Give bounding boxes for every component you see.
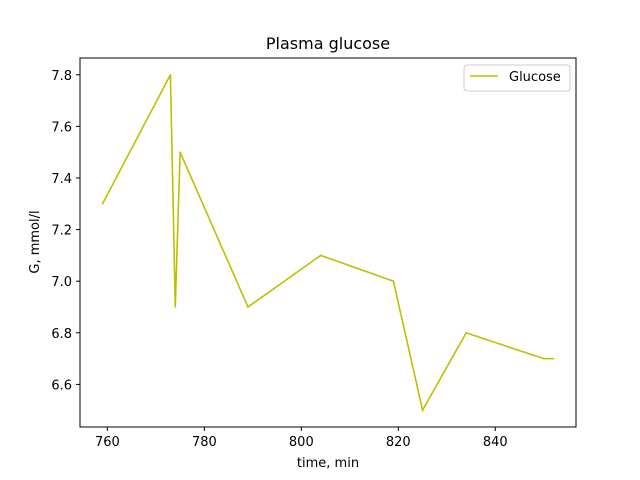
chart-title: Plasma glucose (266, 34, 390, 53)
y-tick-label: 7.6 (51, 120, 72, 135)
y-axis-label: G, mmol/l (28, 210, 43, 273)
data-point (392, 280, 395, 283)
legend: Glucose (463, 64, 571, 92)
data-point (174, 306, 177, 308)
x-tick-label: 780 (192, 435, 217, 450)
data-point (542, 357, 545, 360)
data-point (179, 151, 181, 153)
x-axis-label: time, min (297, 456, 359, 471)
x-axis-ticks: 760 780 800 820 840 (95, 427, 508, 450)
x-tick-label: 820 (386, 435, 411, 450)
axes-frame (79, 57, 577, 428)
data-point (465, 332, 467, 334)
y-tick-label: 7.2 (51, 224, 72, 239)
data-point (247, 306, 249, 308)
y-tick-label: 7.8 (51, 69, 72, 84)
legend-box (463, 64, 571, 92)
y-tick-label: 7.4 (51, 172, 72, 187)
data-point (421, 409, 424, 412)
data-point (101, 202, 104, 205)
y-tick-label: 7.0 (51, 275, 72, 290)
y-tick-label: 6.8 (51, 327, 72, 342)
data-point (319, 254, 322, 257)
y-axis-ticks: 6.6 6.8 7.0 7.2 7.4 7.6 7.8 (51, 69, 80, 393)
x-tick-label: 840 (483, 435, 508, 450)
x-tick-label: 800 (289, 435, 314, 450)
data-point (169, 73, 172, 76)
series-layer (101, 73, 555, 413)
x-tick-label: 760 (95, 435, 120, 450)
y-tick-label: 6.6 (51, 378, 72, 393)
data-point (552, 357, 555, 360)
legend-label-glucose: Glucose (509, 70, 561, 85)
